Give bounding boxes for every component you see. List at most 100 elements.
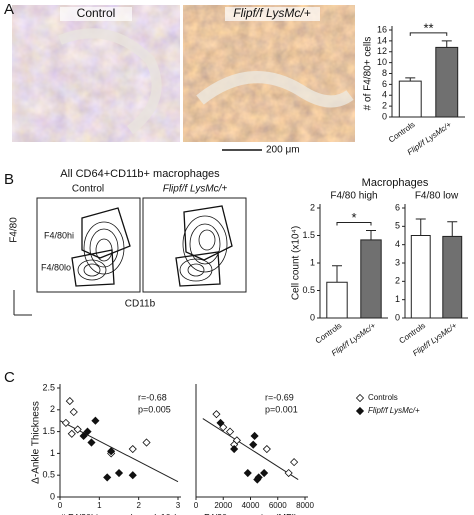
x-tick-label: 6000 <box>269 501 287 510</box>
x-tick-label: 4000 <box>242 501 260 510</box>
point <box>260 468 269 478</box>
plot-title: Flipf/f LysMc/+ <box>163 184 228 195</box>
error-bar <box>441 40 452 48</box>
annotation: p=0.005 <box>138 404 171 414</box>
significance-bracket <box>336 222 372 226</box>
point <box>250 431 259 441</box>
error-bar <box>447 221 458 237</box>
y-tick-label: 2 <box>395 276 400 286</box>
y-tick-label: 0.5 <box>302 285 315 295</box>
significance: * <box>351 210 356 225</box>
point <box>249 440 258 449</box>
bar <box>435 46 459 118</box>
point <box>65 397 74 406</box>
x-tick-label: 0 <box>58 501 63 510</box>
y-axis-label: Δ-Ankle Thickness <box>31 401 42 484</box>
annotation: p=0.001 <box>265 404 298 414</box>
point <box>142 438 151 447</box>
point <box>243 468 252 478</box>
tissue-structure <box>58 28 162 134</box>
y-tick-label: 12 <box>377 46 387 56</box>
x-tick-label: Controls <box>314 321 344 345</box>
label-bg <box>225 7 320 21</box>
panel-label: C <box>4 369 15 386</box>
significance-bracket <box>409 32 448 36</box>
point <box>61 418 70 427</box>
tissue-structure <box>196 71 354 108</box>
y-tick-label: 6 <box>395 202 400 212</box>
axis-label: CD11b <box>125 299 156 310</box>
point <box>107 447 116 456</box>
y-tick-label: 1.5 <box>42 426 55 436</box>
bar <box>326 281 348 319</box>
x-tick-label: 3 <box>176 501 181 510</box>
legend-label: Flipf/f LysMc/+ <box>368 406 420 415</box>
y-tick-label: 4 <box>382 90 387 100</box>
bar <box>442 235 463 319</box>
y-tick-label: 3 <box>395 257 400 267</box>
point <box>87 438 96 447</box>
point <box>69 407 78 417</box>
bar <box>398 80 422 118</box>
y-tick-label: 2 <box>50 404 55 414</box>
image-label: Flipf/f LysMc/+ <box>233 6 310 20</box>
error-bar <box>332 265 342 283</box>
point <box>253 475 262 484</box>
chart-title: F4/80 low <box>415 191 459 202</box>
y-axis-label: Cell count (x10⁴) <box>291 226 302 300</box>
legend-marker <box>355 406 365 416</box>
scale-bar-label: 200 μm <box>266 145 300 156</box>
chart-title: F4/80 high <box>330 191 377 202</box>
point <box>114 468 124 478</box>
error-bar <box>405 77 416 82</box>
label-bg <box>60 7 132 21</box>
x-tick-label: 1 <box>97 501 102 510</box>
x-tick-label: 8000 <box>296 501 314 510</box>
y-tick-label: 6 <box>382 79 387 89</box>
bar <box>360 239 382 319</box>
point <box>284 468 293 478</box>
panel-label: B <box>4 171 14 188</box>
point <box>83 427 92 436</box>
x-tick-label: 0 <box>194 501 199 510</box>
significance: ** <box>423 20 433 35</box>
annotation: r=-0.69 <box>265 392 294 402</box>
flow-plot <box>142 197 247 293</box>
y-tick-label: 0 <box>382 111 387 121</box>
x-axis-label: F4/80 expression (MFI) <box>204 512 297 515</box>
y-tick-label: 0 <box>310 312 315 322</box>
y-tick-label: 10 <box>377 57 387 67</box>
point <box>67 429 76 438</box>
trendline <box>202 418 299 480</box>
point <box>91 416 100 425</box>
x-tick-label: Controls <box>387 120 417 144</box>
point <box>216 418 225 427</box>
point <box>128 444 137 454</box>
annotation: r=-0.68 <box>138 392 167 402</box>
error-bar <box>366 230 376 240</box>
y-tick-label: 0 <box>395 312 400 322</box>
gates <box>71 205 233 287</box>
image-label: Control <box>77 6 116 20</box>
point <box>225 427 235 436</box>
x-axis-label: # F4/80hi macrophage (x10⁴) <box>61 512 178 515</box>
gate-label: F4/80hi <box>44 230 74 240</box>
point <box>262 444 271 454</box>
y-tick-label: 2 <box>310 202 315 212</box>
gate-label: F4/80lo <box>41 262 71 272</box>
point <box>128 471 137 480</box>
error-bar <box>415 218 426 236</box>
y-tick-label: 1 <box>50 448 55 458</box>
y-tick-label: 14 <box>377 35 387 45</box>
point <box>79 431 88 441</box>
panel-title: All CD64+CD11b+ macrophages <box>60 168 220 180</box>
point <box>290 458 299 467</box>
y-tick-label: 2 <box>382 101 387 111</box>
axis-label: F4/80 <box>9 217 20 243</box>
y-axis-label: # of F4/80+ cells <box>363 37 374 111</box>
y-tick-label: 4 <box>395 239 400 249</box>
point <box>103 473 112 482</box>
y-tick-label: 2.5 <box>42 382 55 392</box>
bar <box>410 235 431 319</box>
